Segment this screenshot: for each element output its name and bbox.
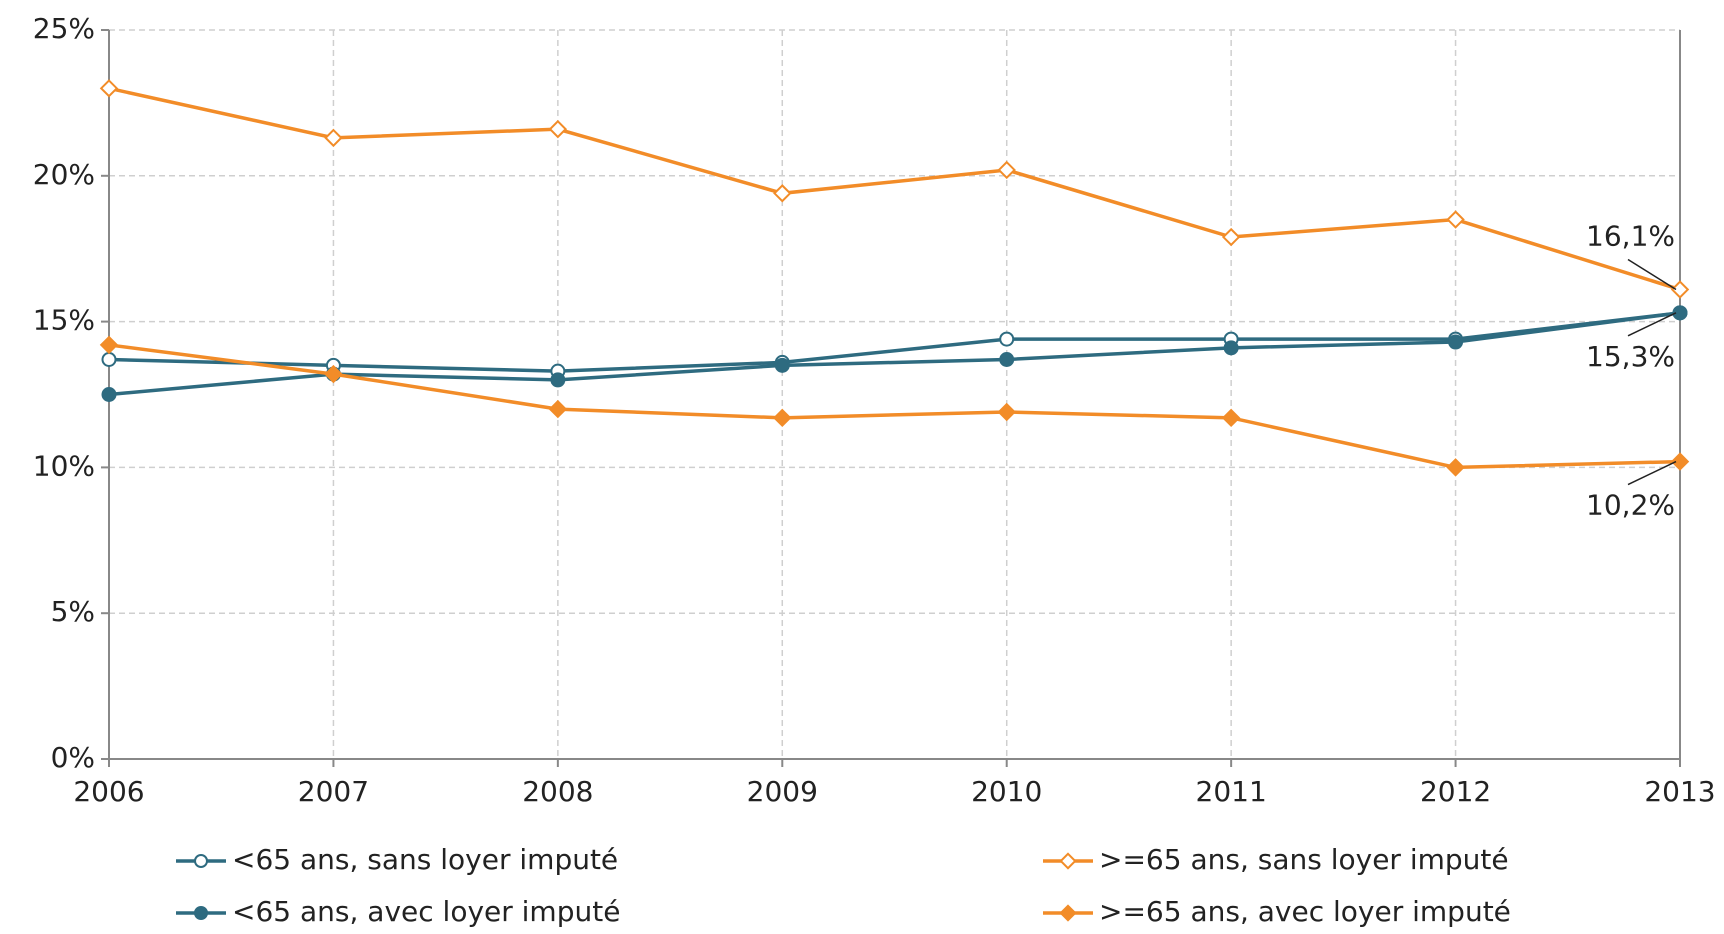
legend-label: <65 ans, avec loyer imputé (232, 895, 620, 928)
x-tick-label: 2008 (522, 775, 593, 808)
y-tick-label: 15% (33, 304, 95, 337)
data-point (997, 160, 1016, 180)
leader-line (1627, 258, 1677, 291)
data-point (1448, 334, 1464, 350)
legend-label: >=65 ans, sans loyer imputé (1099, 843, 1509, 876)
x-tick-label: 2012 (1420, 775, 1491, 808)
series-line (108, 86, 1681, 292)
data-point (1221, 227, 1241, 247)
legend-marker (1059, 852, 1077, 870)
value-label: 16,1% (1586, 220, 1675, 253)
data-point (999, 331, 1015, 347)
data-point (548, 119, 568, 139)
series-line (108, 311, 1681, 373)
legend-label: >=65 ans, avec loyer imputé (1099, 895, 1511, 928)
data-point (99, 335, 119, 355)
data-point (997, 402, 1016, 422)
leader-line (1627, 312, 1677, 337)
legend-marker (1059, 904, 1077, 922)
x-tick-label: 2013 (1644, 775, 1715, 808)
data-point (324, 128, 343, 148)
x-tick-label: 2011 (1196, 775, 1267, 808)
data-point (773, 184, 792, 203)
y-tick-label: 5% (51, 595, 95, 628)
data-point (999, 352, 1015, 368)
value-label: 15,3% (1586, 340, 1675, 373)
data-point (1221, 408, 1241, 428)
y-tick-label: 25% (33, 12, 95, 45)
x-tick-label: 2007 (298, 775, 369, 808)
x-tick-label: 2009 (747, 775, 818, 808)
data-point (101, 387, 117, 402)
value-label: 10,2% (1586, 489, 1675, 522)
legend-label: <65 ans, sans loyer imputé (232, 843, 618, 876)
series-line (108, 311, 1681, 397)
y-tick-label: 20% (33, 158, 95, 191)
legend-marker (194, 854, 208, 868)
data-point (1223, 340, 1239, 356)
legend-marker (194, 906, 208, 920)
series-line (108, 343, 1681, 470)
data-point (1446, 458, 1465, 477)
data-point (1670, 452, 1690, 471)
data-point (99, 79, 119, 98)
data-point (774, 357, 790, 373)
data-point (324, 364, 343, 384)
data-point (550, 372, 566, 388)
data-point (1672, 305, 1688, 321)
data-point (773, 408, 792, 428)
x-tick-label: 2006 (73, 775, 144, 808)
data-point (1446, 210, 1465, 229)
y-tick-label: 10% (33, 449, 95, 482)
leader-line (1627, 460, 1677, 486)
data-point (101, 352, 117, 368)
x-tick-label: 2010 (971, 775, 1042, 808)
data-point (1670, 280, 1690, 299)
data-point (548, 399, 568, 419)
y-tick-label: 0% (51, 741, 95, 774)
